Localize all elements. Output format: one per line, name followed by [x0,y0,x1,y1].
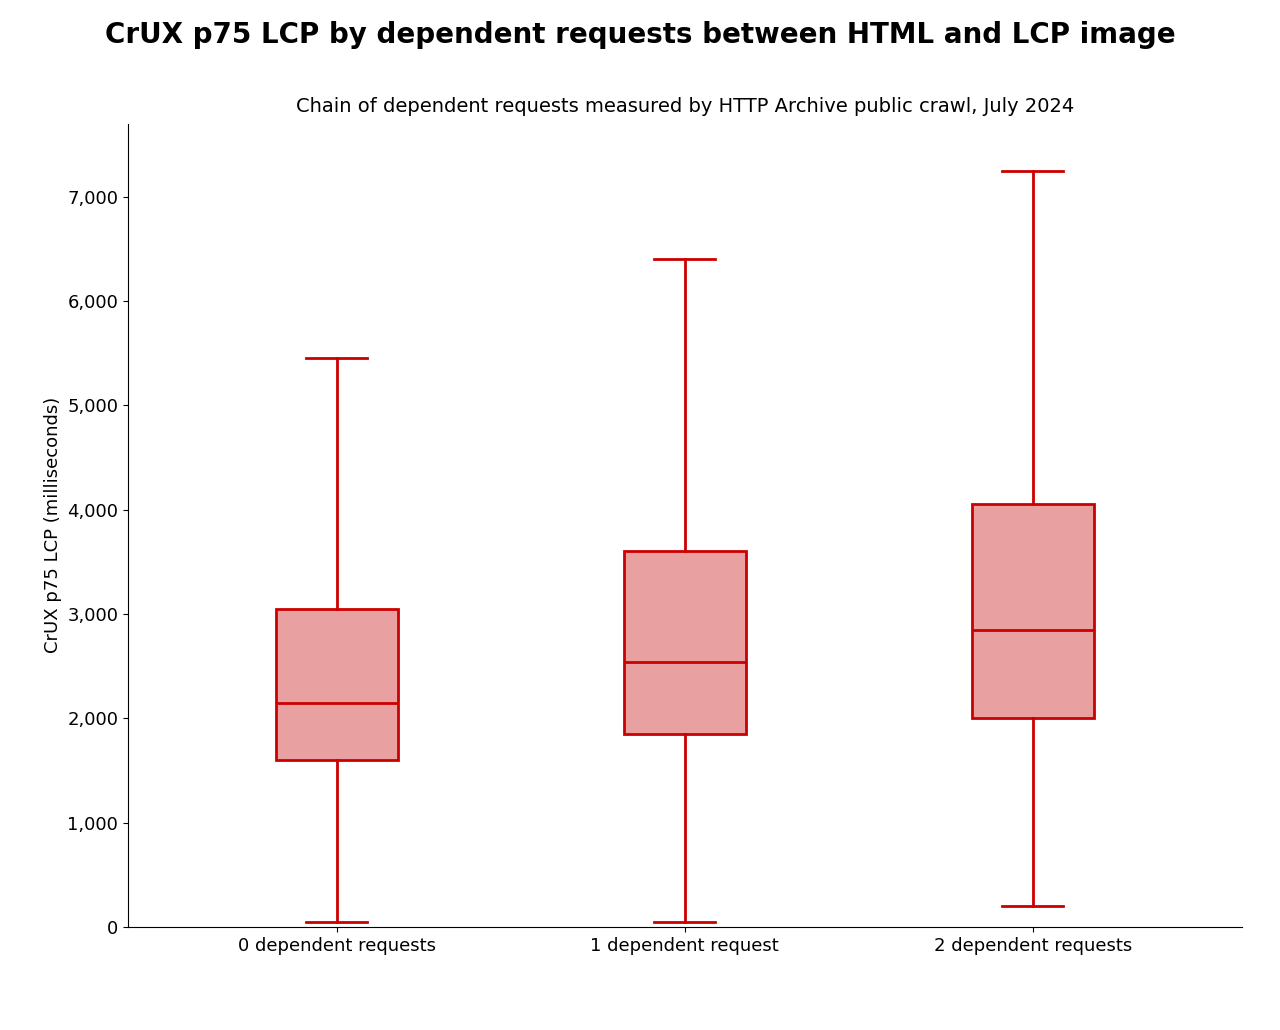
PathPatch shape [276,609,398,760]
Y-axis label: CrUX p75 LCP (milliseconds): CrUX p75 LCP (milliseconds) [44,398,61,653]
Text: CrUX p75 LCP by dependent requests between HTML and LCP image: CrUX p75 LCP by dependent requests betwe… [105,21,1175,48]
PathPatch shape [623,551,746,734]
PathPatch shape [972,505,1093,718]
Title: Chain of dependent requests measured by HTTP Archive public crawl, July 2024: Chain of dependent requests measured by … [296,98,1074,116]
